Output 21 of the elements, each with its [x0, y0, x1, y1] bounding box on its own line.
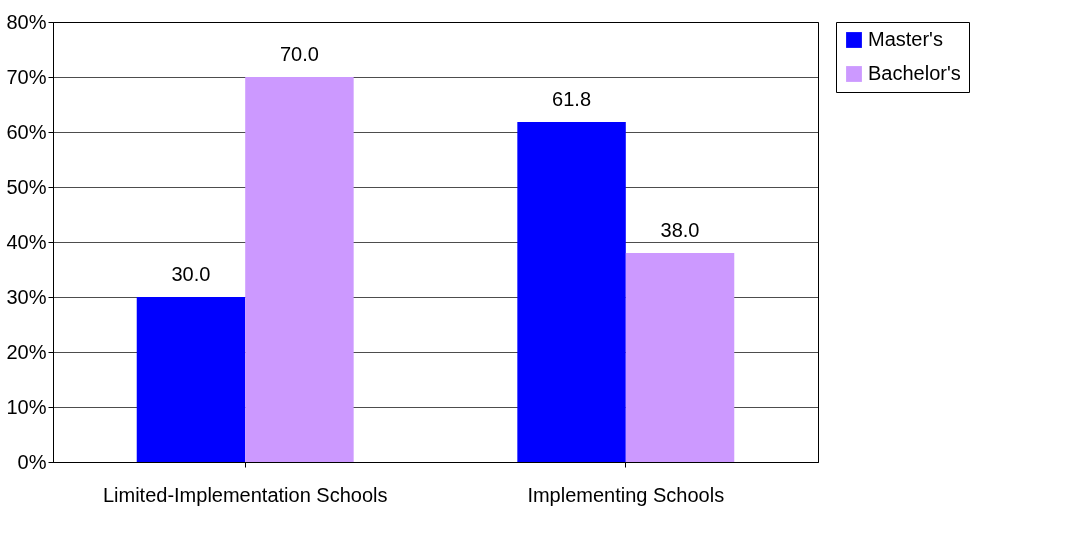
data-label: 61.8: [552, 88, 592, 111]
y-tick-label: 40%: [6, 230, 47, 253]
y-tick-label: 50%: [6, 175, 47, 198]
x-tick-label: Implementing Schools: [527, 483, 725, 506]
y-tick-label: 70%: [6, 65, 47, 88]
y-tick-label: 0%: [17, 450, 47, 473]
bar: [517, 122, 626, 462]
legend-label: Master's: [868, 28, 943, 50]
bar: [625, 253, 735, 462]
bar: [136, 297, 246, 462]
data-label: 30.0: [171, 263, 211, 285]
y-tick-label: 80%: [6, 10, 47, 33]
legend-label: Bachelor's: [868, 62, 961, 84]
x-tick-label: Limited-Implementation Schools: [102, 483, 388, 506]
y-tick-label: 30%: [6, 285, 47, 308]
y-tick-label: 20%: [6, 340, 47, 363]
data-label: 70.0: [279, 43, 319, 65]
y-tick-label: 60%: [6, 120, 47, 143]
bar: [245, 77, 354, 462]
y-tick-label: 10%: [6, 395, 47, 418]
data-label: 38.0: [660, 219, 700, 241]
